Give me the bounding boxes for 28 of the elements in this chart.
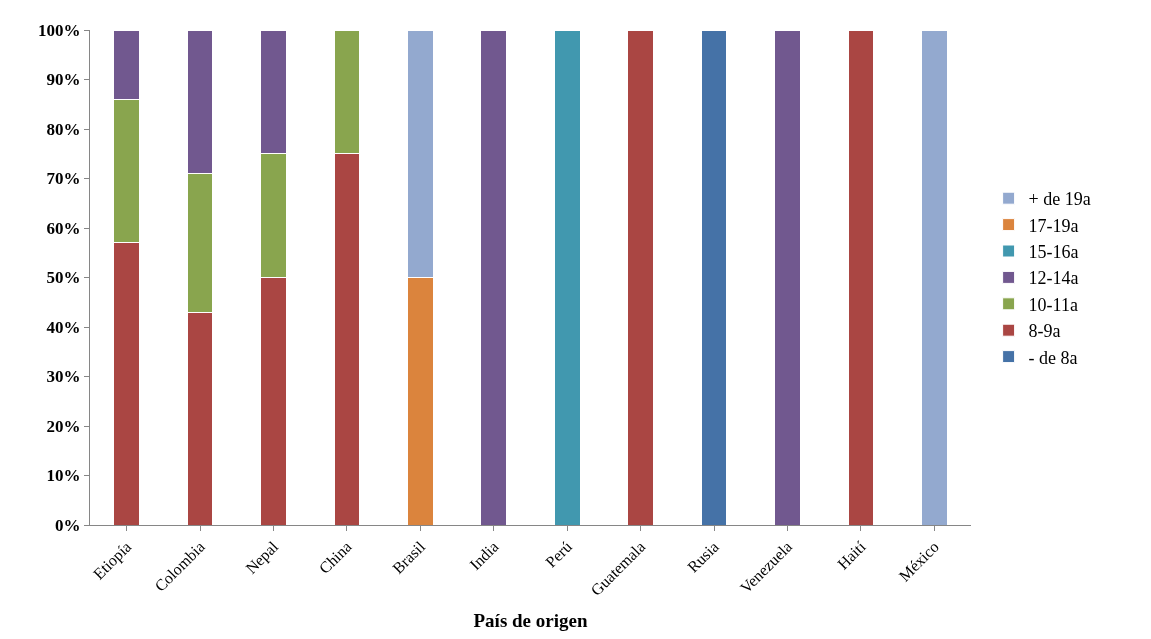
bar bbox=[553, 30, 581, 525]
bar bbox=[627, 30, 654, 525]
bar bbox=[920, 30, 948, 525]
legend-label: + de 19a bbox=[1028, 189, 1091, 210]
y-tick-label: 10% bbox=[46, 466, 81, 486]
legend-label: 12-14a bbox=[1028, 268, 1079, 289]
bar bbox=[480, 30, 508, 525]
y-tick-label: 40% bbox=[46, 317, 81, 337]
x-axis-title: País de origen bbox=[473, 609, 588, 631]
bar bbox=[774, 30, 801, 525]
x-tick-label: India bbox=[466, 537, 502, 574]
y-tick-label: 50% bbox=[46, 268, 81, 288]
bar bbox=[847, 30, 875, 525]
x-tick-label: Perú bbox=[542, 537, 575, 571]
legend-label: 15-16a bbox=[1028, 242, 1079, 263]
y-tick-label: 70% bbox=[46, 169, 81, 189]
y-tick-label: 90% bbox=[46, 70, 81, 90]
y-tick-label: 30% bbox=[46, 367, 81, 387]
legend-label: 8-9a bbox=[1028, 321, 1061, 342]
legend-label: 10-11a bbox=[1028, 294, 1078, 315]
y-tick-label: 20% bbox=[46, 416, 81, 436]
legend-label: - de 8a bbox=[1028, 347, 1078, 368]
legend-label: 17-19a bbox=[1028, 215, 1079, 236]
y-tick-label: 60% bbox=[46, 218, 81, 238]
bar bbox=[700, 30, 728, 525]
y-tick-label: 100% bbox=[38, 20, 81, 40]
y-tick-label: 80% bbox=[46, 119, 81, 139]
y-tick-label: 0% bbox=[55, 515, 81, 535]
